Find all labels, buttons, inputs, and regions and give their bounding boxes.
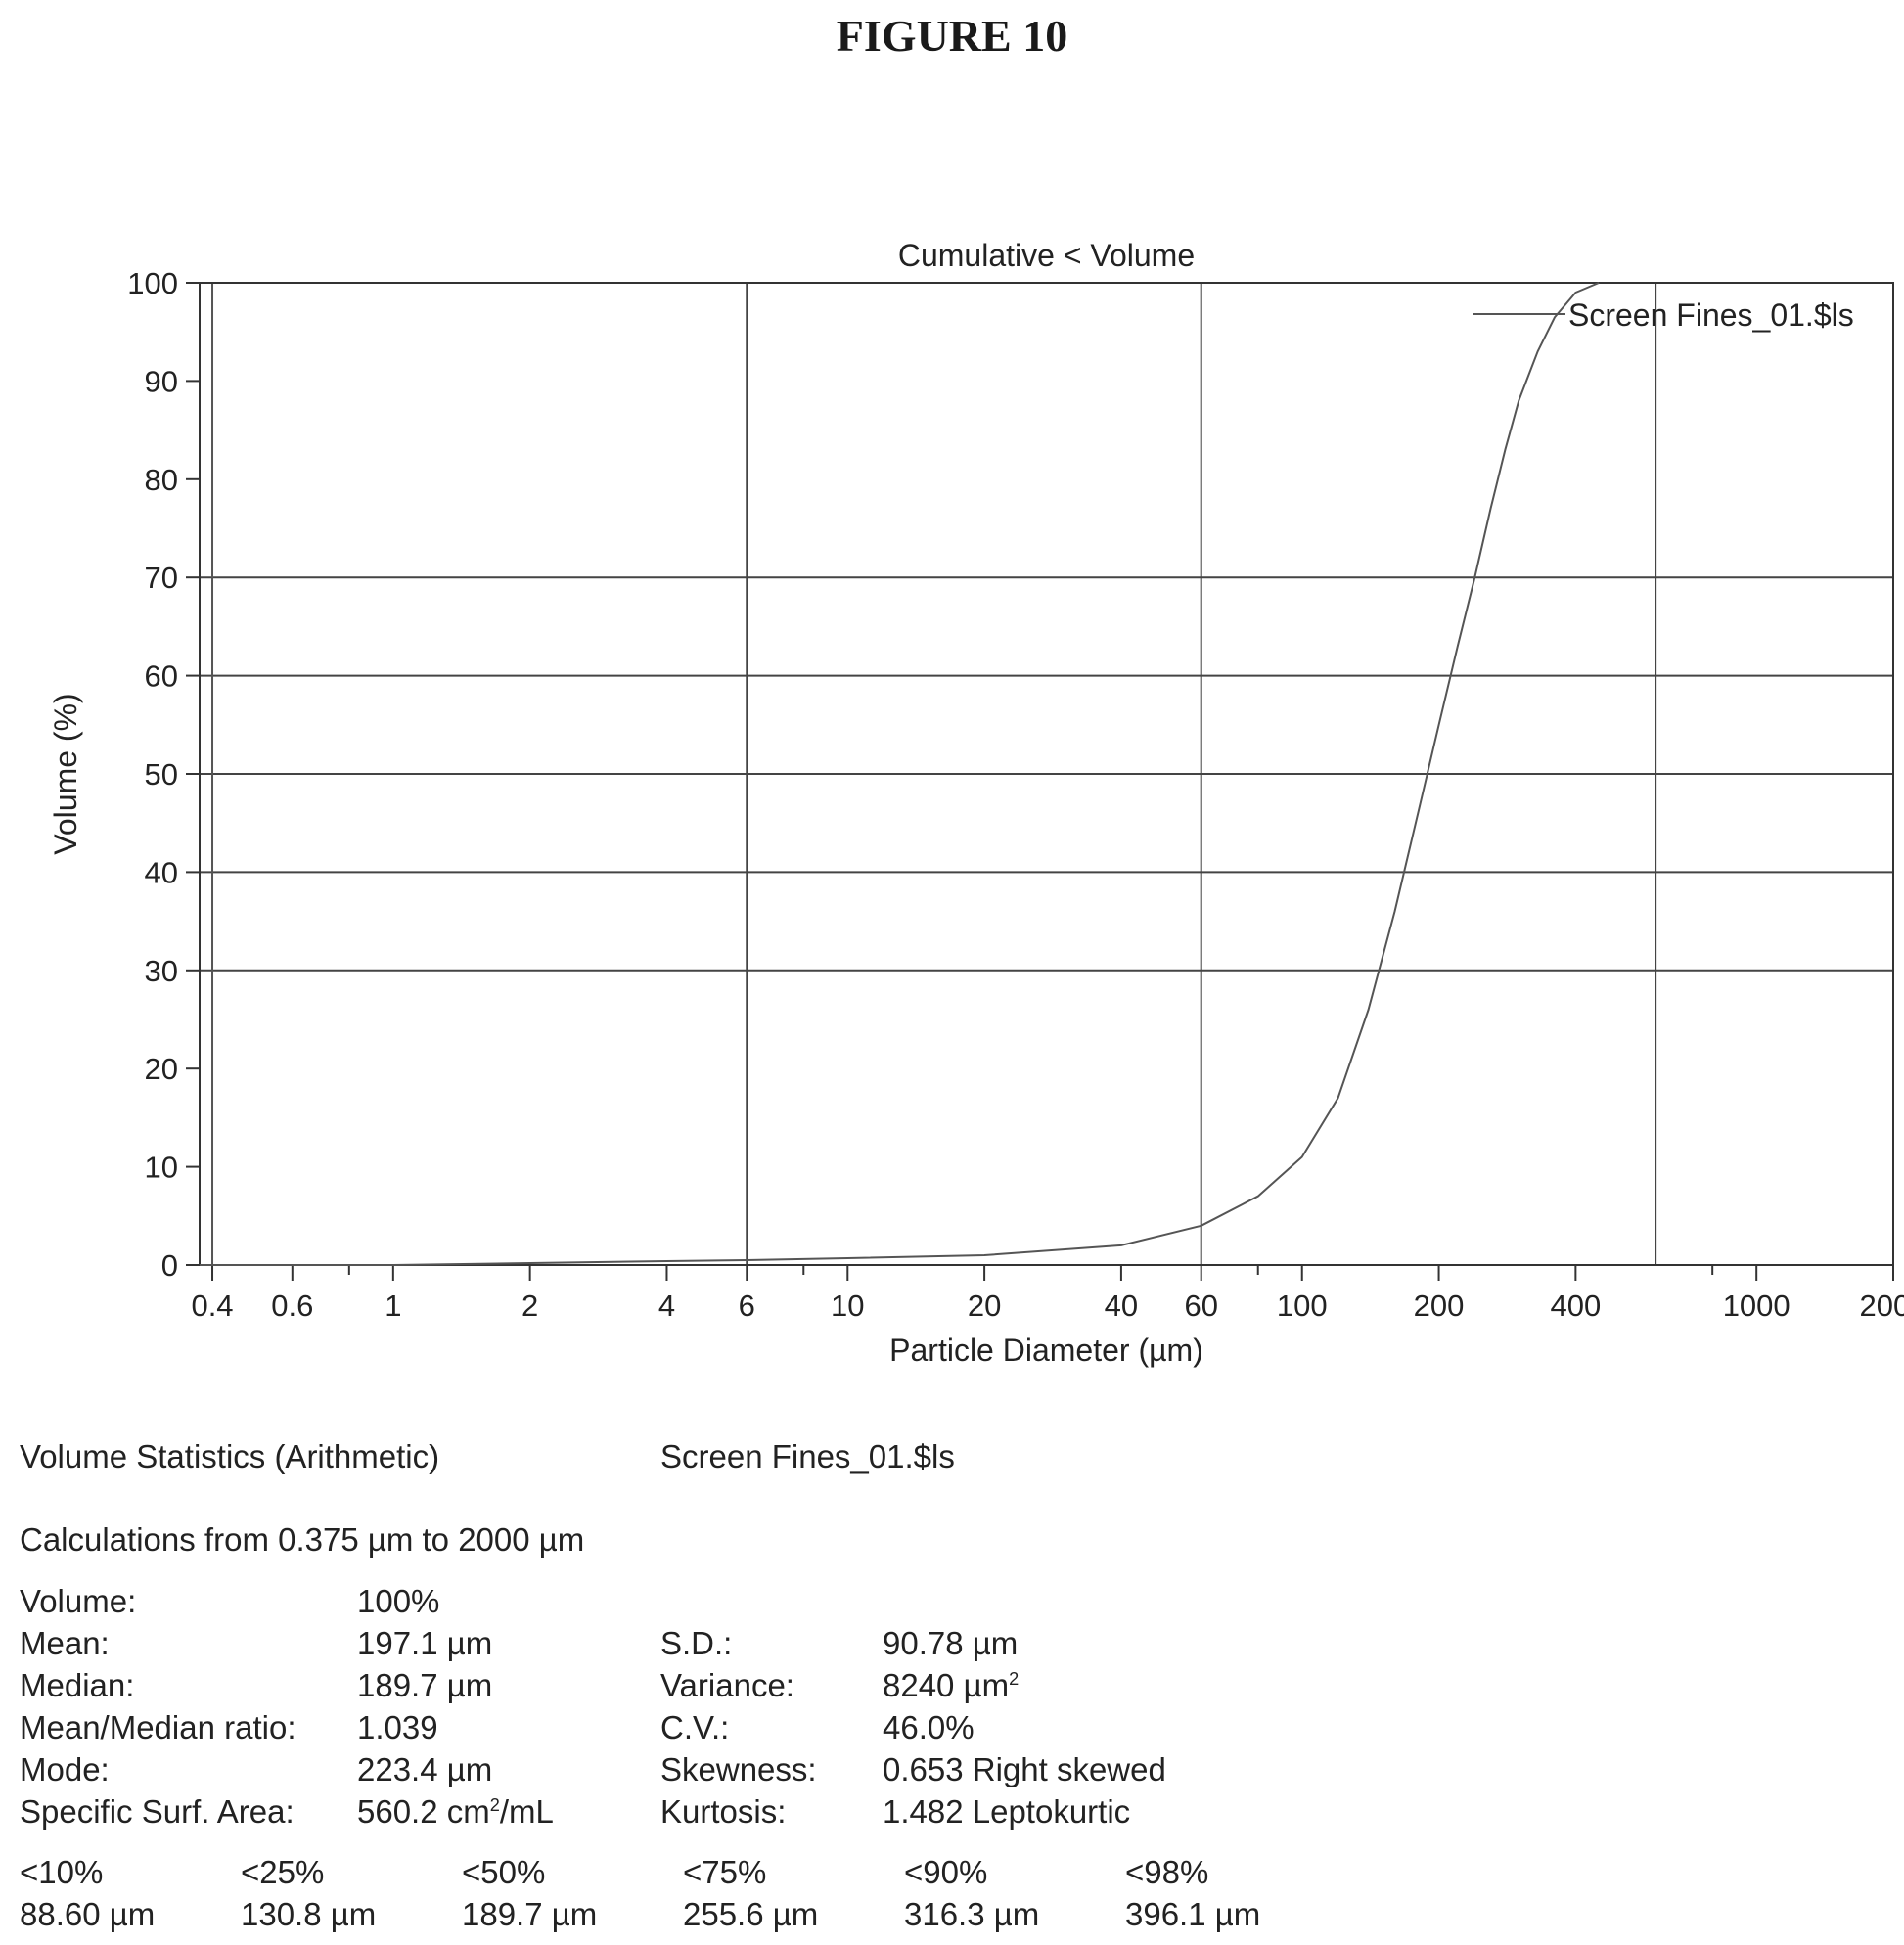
x-tick-label: 0.6: [271, 1289, 313, 1323]
x-tick-label: 400: [1550, 1289, 1601, 1323]
y-tick-label: 10: [145, 1151, 178, 1185]
x-tick-label: 60: [1184, 1289, 1217, 1323]
x-tick-label: 200: [1414, 1289, 1465, 1323]
legend: Screen Fines_01.$ls: [1473, 297, 1854, 333]
y-tick-label: 40: [145, 855, 178, 889]
y-tick-label: 0: [161, 1248, 178, 1283]
x-axis-label: Particle Diameter (µm): [889, 1333, 1203, 1368]
series-line: [200, 282, 1600, 1266]
x-tick-label: 1: [385, 1289, 401, 1323]
x-tick-label: 1000: [1723, 1289, 1791, 1323]
x-tick-label: 6: [739, 1289, 755, 1323]
x-tick-label: 100: [1277, 1289, 1328, 1323]
y-tick-label: 30: [145, 954, 178, 988]
series-layer: [200, 282, 1600, 1266]
x-tick-label: 0.4: [191, 1289, 233, 1323]
x-tick-label: 4: [658, 1289, 675, 1323]
x-tick-label: 2000: [1860, 1289, 1904, 1323]
legend-label: Screen Fines_01.$ls: [1568, 297, 1854, 333]
x-tick-label: 40: [1105, 1289, 1138, 1323]
y-tick-label: 80: [145, 463, 178, 497]
y-tick-label: 70: [145, 561, 178, 595]
y-tick-label: 100: [127, 266, 178, 300]
chart-title: Cumulative < Volume: [898, 238, 1195, 273]
y-tick-label: 90: [145, 364, 178, 398]
x-tick-label: 10: [831, 1289, 864, 1323]
y-tick-label: 50: [145, 757, 178, 792]
y-tick-label: 60: [145, 659, 178, 694]
x-tick-label: 2: [521, 1289, 538, 1323]
grid-layer: [200, 283, 1893, 1265]
y-tick-label: 20: [145, 1052, 178, 1086]
axis-layer: 0 10 20 30 40 50 60 70 80 90 100 0.4 0.6 1 2 4 6 10 20 40 60…: [127, 266, 1904, 1323]
x-tick-label: 20: [968, 1289, 1001, 1323]
figure-title: FIGURE 10: [836, 11, 1068, 61]
y-axis-label: Volume (%): [48, 693, 83, 854]
